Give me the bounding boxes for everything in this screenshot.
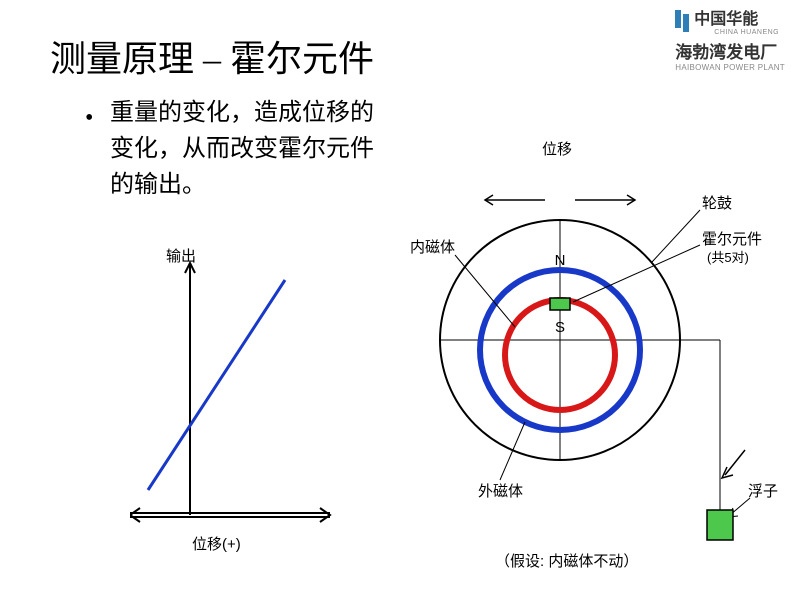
hall-count-label: (共5对) (707, 247, 749, 266)
outer-magnet-label: 外磁体 (478, 480, 523, 501)
hall-element-label: 霍尔元件 (702, 228, 762, 249)
output-displacement-chart: 输出 位移(+) (130, 255, 350, 575)
svg-text:N: N (555, 252, 566, 269)
hall-element-diagram: N S 位移 轮鼓 霍尔元件 (共5对) 内磁体 外磁体 浮子 （假设: 内磁体… (400, 140, 780, 580)
inner-magnet-label: 内磁体 (410, 236, 455, 257)
chart-y-label: 输出 (166, 245, 196, 266)
drum-label: 轮鼓 (702, 192, 732, 213)
float-label: 浮子 (748, 480, 778, 501)
company-name-en: CHINA HUANENG (714, 29, 779, 36)
chart-x-label: 位移(+) (192, 533, 241, 554)
chart-svg (130, 255, 350, 575)
svg-text:S: S (555, 319, 565, 336)
page-title: 测量原理 – 霍尔元件 (50, 30, 374, 82)
bullet-text: • 重量的变化，造成位移的变化，从而改变霍尔元件的输出。 (110, 95, 380, 203)
logo-icon (675, 10, 689, 32)
displacement-label: 位移 (542, 138, 572, 159)
bullet-dot-icon: • (85, 100, 93, 136)
company-name-cn: 中国华能 (694, 5, 779, 29)
company-logo: 中国华能 CHINA HUANENG 海勃湾发电厂 HAIBOWAN POWER… (675, 5, 785, 72)
diagram-note: （假设: 内磁体不动） (495, 550, 638, 571)
plant-name-cn: 海勃湾发电厂 (675, 38, 785, 63)
plant-name-en: HAIBOWAN POWER PLANT (675, 63, 785, 72)
